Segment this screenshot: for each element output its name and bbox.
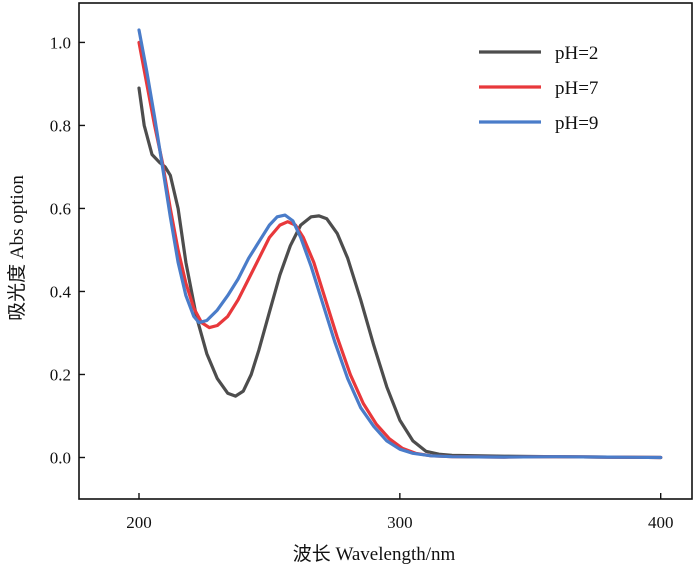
x-axis-title: 波长 Wavelength/nm bbox=[293, 543, 456, 565]
y-tick-label: 0.6 bbox=[50, 199, 71, 218]
x-tick-label: 400 bbox=[648, 513, 674, 532]
x-tick-label: 200 bbox=[126, 513, 152, 532]
y-tick-label: 1.0 bbox=[50, 33, 71, 52]
legend-label-pH=2: pH=2 bbox=[555, 43, 598, 64]
y-tick-label: 0.4 bbox=[50, 282, 72, 301]
series-line-pH=7 bbox=[137, 40, 663, 460]
legend-label-pH=7: pH=7 bbox=[555, 78, 598, 99]
y-tick-label: 0.8 bbox=[50, 116, 71, 135]
legend: pH=2 pH=7 pH=9 bbox=[479, 43, 598, 134]
plot-frame-layer bbox=[78, 2, 693, 500]
series-line-pH=2 bbox=[137, 86, 663, 460]
series-layer bbox=[137, 28, 663, 460]
y-tick-label: 0.2 bbox=[50, 365, 71, 384]
legend-label-pH=9: pH=9 bbox=[555, 113, 598, 134]
y-tick-label: 0.0 bbox=[50, 448, 71, 467]
ticks-layer: 200 300 400 0.0 0.2 0.4 0.6 0.8 1.0 bbox=[50, 33, 674, 532]
y-axis-title: 吸光度 Abs option bbox=[6, 175, 28, 321]
x-tick-label: 300 bbox=[387, 513, 413, 532]
plot-frame bbox=[78, 2, 693, 500]
series-line-pH=9 bbox=[137, 28, 663, 460]
